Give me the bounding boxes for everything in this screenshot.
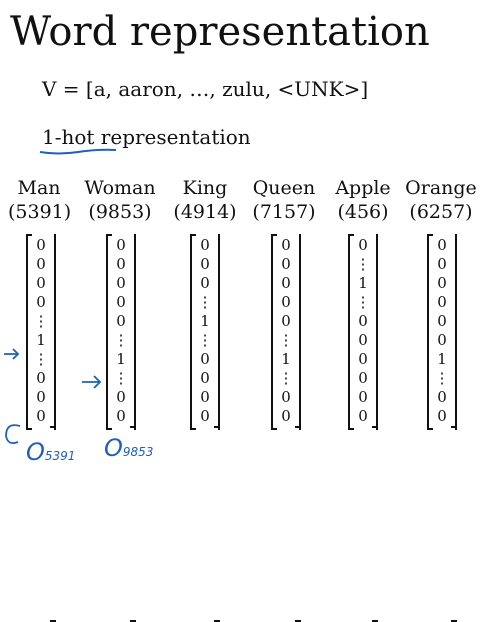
handwritten-o9853: O9853 — [104, 434, 153, 462]
bracket-mark-man — [6, 425, 20, 443]
arrow-woman — [82, 376, 100, 388]
handwritten-subscript: 5391 — [45, 449, 76, 463]
handwritten-o5391: O5391 — [26, 438, 75, 466]
handwritten-subscript: 9853 — [123, 445, 154, 459]
arrow-man — [4, 349, 18, 359]
handwritten-annotations — [0, 0, 483, 471]
handwritten-o-symbol: O — [26, 438, 45, 466]
handwritten-o-symbol: O — [104, 434, 123, 462]
